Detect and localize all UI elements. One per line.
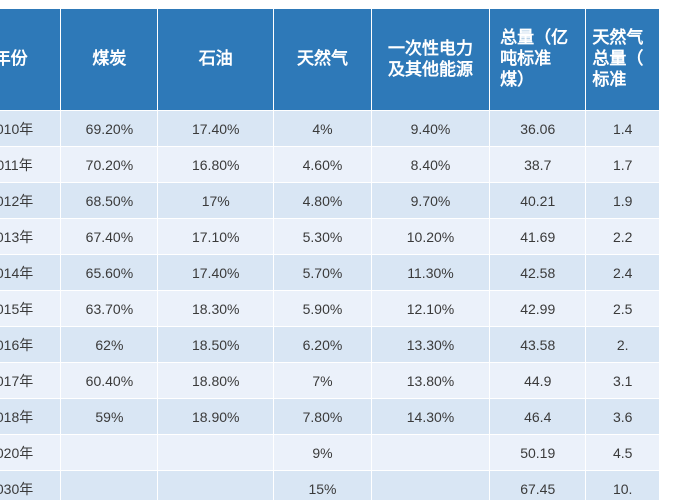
cell-year: 2014年 (0, 254, 62, 291)
cell-coal: 67.40% (60, 218, 159, 255)
table-body: 2010年69.20%17.40%4%9.40%36.061.42011年70.… (0, 110, 660, 500)
cell-natural-gas: 7% (273, 362, 372, 399)
table-row: 2014年65.60%17.40%5.70%11.30%42.582.4 (0, 254, 660, 291)
cell-year: 2030年 (0, 470, 62, 500)
cell-oil: 16.80% (157, 146, 274, 183)
cell-coal: 63.70% (60, 290, 159, 327)
table-row: 2012年68.50%17%4.80%9.70%40.211.9 (0, 182, 660, 219)
cell-natural-gas: 5.90% (273, 290, 372, 327)
cell-total: 42.58 (489, 254, 587, 291)
cell-year: 2010年 (0, 110, 62, 147)
header-row: 年份 煤炭 石油 天然气 一次性电力 及其他能源 总量（亿 吨标准 煤） 天然气… (0, 8, 660, 111)
header-total: 总量（亿 吨标准 煤） (489, 8, 587, 111)
cell-primary-power (370, 470, 491, 500)
cell-natural-gas: 9% (273, 434, 372, 471)
cell-year: 2011年 (0, 146, 62, 183)
cell-oil: 18.30% (157, 290, 274, 327)
cell-gas-total: 2.4 (585, 254, 660, 291)
table-row: 2013年67.40%17.10%5.30%10.20%41.692.2 (0, 218, 660, 255)
cell-primary-power: 13.80% (370, 362, 491, 399)
cell-total: 41.69 (489, 218, 587, 255)
cell-year: 2018年 (0, 398, 62, 435)
cell-gas-total: 2.5 (585, 290, 660, 327)
cell-coal (60, 470, 159, 500)
cell-gas-total: 3.1 (585, 362, 660, 399)
cell-gas-total: 2. (585, 326, 660, 363)
cell-oil (157, 470, 274, 500)
cell-primary-power: 9.70% (370, 182, 491, 219)
header-primary-power: 一次性电力 及其他能源 (370, 8, 491, 111)
cell-gas-total: 4.5 (585, 434, 660, 471)
cell-total: 46.4 (489, 398, 587, 435)
cell-natural-gas: 4% (273, 110, 372, 147)
cell-primary-power: 9.40% (370, 110, 491, 147)
cell-total: 36.06 (489, 110, 587, 147)
cell-total: 43.58 (489, 326, 587, 363)
cell-oil (157, 434, 274, 471)
cell-coal: 62% (60, 326, 159, 363)
cell-oil: 18.80% (157, 362, 274, 399)
cell-coal (60, 434, 159, 471)
cell-natural-gas: 5.70% (273, 254, 372, 291)
cell-coal: 68.50% (60, 182, 159, 219)
cell-natural-gas: 7.80% (273, 398, 372, 435)
table-row: 2018年59%18.90%7.80%14.30%46.43.6 (0, 398, 660, 435)
cell-natural-gas: 4.60% (273, 146, 372, 183)
cell-year: 2020年 (0, 434, 62, 471)
cell-coal: 70.20% (60, 146, 159, 183)
cell-coal: 60.40% (60, 362, 159, 399)
header-coal: 煤炭 (60, 8, 159, 111)
header-gas-total: 天然气 总量（ 标准 (585, 8, 660, 111)
cell-total: 42.99 (489, 290, 587, 327)
table-row: 2011年70.20%16.80%4.60%8.40%38.71.7 (0, 146, 660, 183)
table-row: 2020年 9% 50.194.5 (0, 434, 660, 471)
cell-primary-power: 11.30% (370, 254, 491, 291)
cell-natural-gas: 4.80% (273, 182, 372, 219)
cell-total: 44.9 (489, 362, 587, 399)
cell-primary-power: 14.30% (370, 398, 491, 435)
table-row: 2015年63.70%18.30%5.90%12.10%42.992.5 (0, 290, 660, 327)
table-row: 2010年69.20%17.40%4%9.40%36.061.4 (0, 110, 660, 147)
cell-primary-power: 10.20% (370, 218, 491, 255)
cell-natural-gas: 15% (273, 470, 372, 500)
cell-primary-power (370, 434, 491, 471)
cell-oil: 17.10% (157, 218, 274, 255)
cell-gas-total: 1.9 (585, 182, 660, 219)
cell-total: 50.19 (489, 434, 587, 471)
cell-year: 2016年 (0, 326, 62, 363)
cell-primary-power: 12.10% (370, 290, 491, 327)
header-natural-gas: 天然气 (273, 8, 372, 111)
cell-coal: 65.60% (60, 254, 159, 291)
table-row: 2017年60.40%18.80%7%13.80%44.93.1 (0, 362, 660, 399)
cell-year: 2017年 (0, 362, 62, 399)
energy-consumption-table: 年份 煤炭 石油 天然气 一次性电力 及其他能源 总量（亿 吨标准 煤） 天然气… (0, 8, 660, 500)
cell-year: 2012年 (0, 182, 62, 219)
cell-oil: 17.40% (157, 254, 274, 291)
cell-natural-gas: 5.30% (273, 218, 372, 255)
cell-oil: 18.90% (157, 398, 274, 435)
cell-gas-total: 10. (585, 470, 660, 500)
cell-gas-total: 1.4 (585, 110, 660, 147)
cell-total: 38.7 (489, 146, 587, 183)
cell-natural-gas: 6.20% (273, 326, 372, 363)
cell-coal: 59% (60, 398, 159, 435)
cell-gas-total: 1.7 (585, 146, 660, 183)
cell-total: 67.45 (489, 470, 587, 500)
cell-year: 2013年 (0, 218, 62, 255)
cell-oil: 17.40% (157, 110, 274, 147)
cell-oil: 18.50% (157, 326, 274, 363)
header-year: 年份 (0, 8, 62, 111)
header-oil: 石油 (157, 8, 274, 111)
cell-gas-total: 3.6 (585, 398, 660, 435)
cell-year: 2015年 (0, 290, 62, 327)
cell-primary-power: 13.30% (370, 326, 491, 363)
table-row: 2016年62%18.50%6.20%13.30%43.582. (0, 326, 660, 363)
cell-coal: 69.20% (60, 110, 159, 147)
cell-oil: 17% (157, 182, 274, 219)
cell-primary-power: 8.40% (370, 146, 491, 183)
cell-gas-total: 2.2 (585, 218, 660, 255)
cell-total: 40.21 (489, 182, 587, 219)
